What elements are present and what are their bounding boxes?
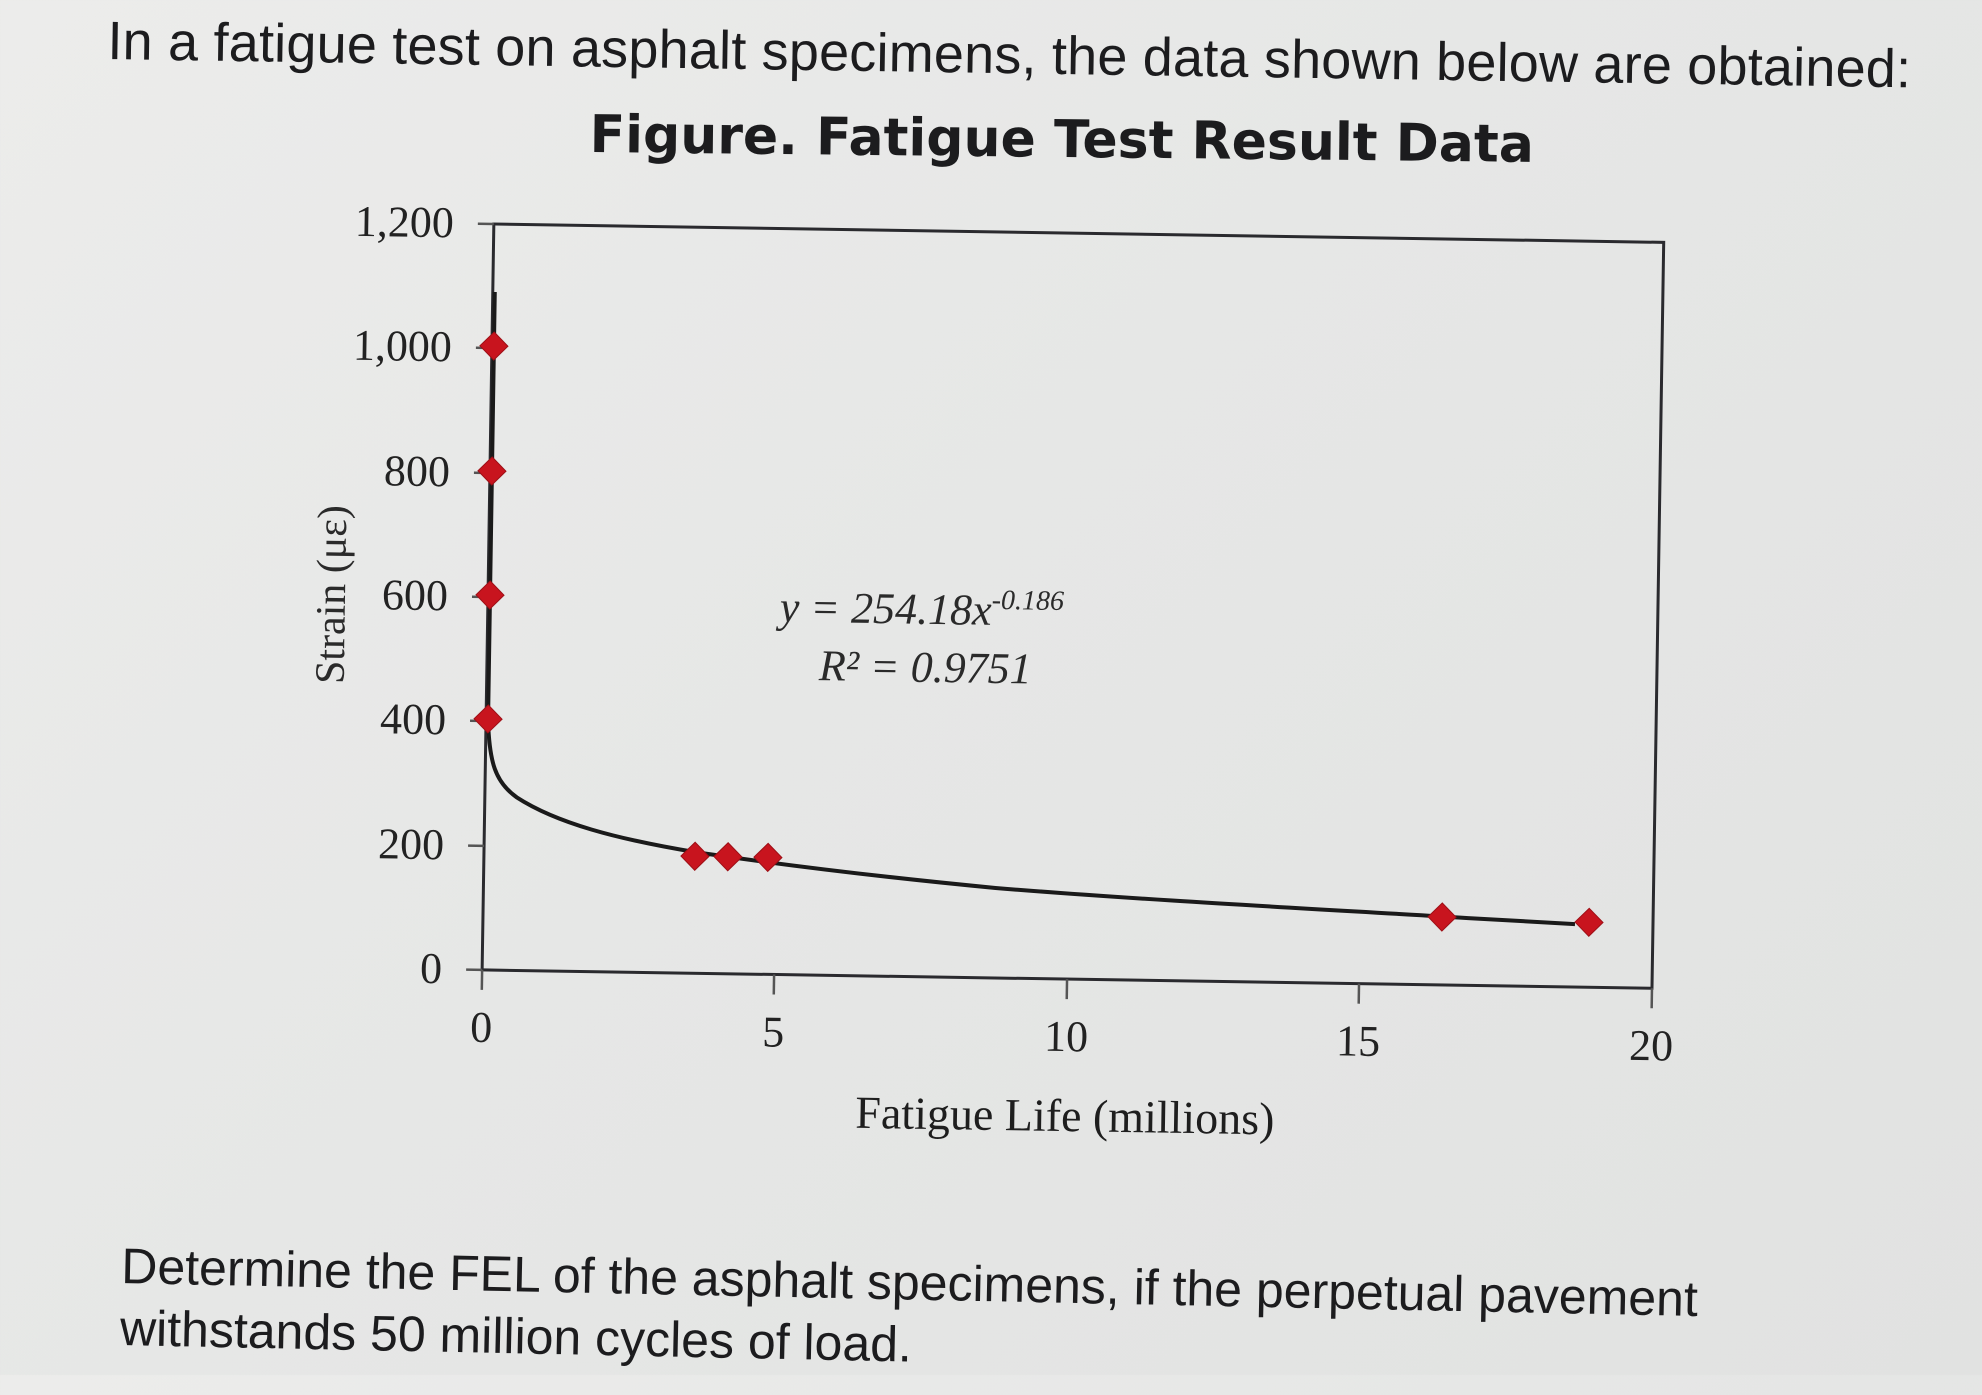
x-tick-label: 15 — [1336, 1016, 1381, 1066]
x-axis-label: Fatigue Life (millions) — [855, 1087, 1275, 1145]
y-axis-label: Strain (με) — [308, 505, 357, 685]
y-tick-label: 1,200 — [354, 197, 454, 248]
y-tick-label: 800 — [384, 446, 451, 496]
data-point-diamond — [1575, 908, 1603, 936]
y-tick-label: 0 — [420, 944, 443, 993]
y-tick-label: 200 — [378, 819, 445, 869]
equation-base: y = 254.18x — [775, 582, 992, 634]
x-tick-label: 5 — [762, 1007, 785, 1056]
x-tick-label: 0 — [470, 1003, 493, 1052]
y-tick-label: 400 — [380, 694, 447, 744]
x-axis — [482, 970, 1652, 1008]
r-squared-label: R² = 0.9751 — [818, 641, 1033, 693]
data-point-diamond — [474, 705, 502, 733]
equation-exponent: -0.186 — [991, 585, 1064, 617]
x-tick-label: 20 — [1629, 1021, 1674, 1071]
data-point-diamond — [754, 843, 782, 871]
data-point-diamond — [478, 457, 506, 485]
data-point-diamond — [476, 581, 504, 609]
data-point-diamond — [714, 843, 742, 871]
y-tick-label: 600 — [382, 570, 449, 620]
data-point-diamond — [1428, 903, 1456, 931]
data-point-diamond — [681, 842, 709, 870]
y-tick-label: 1,000 — [353, 321, 453, 372]
data-point-diamond — [480, 332, 508, 360]
trendline-equation: y = 254.18x-0.186 — [775, 581, 1064, 636]
x-tick-label: 10 — [1044, 1012, 1089, 1062]
data-points — [471, 332, 1612, 937]
plot-area — [482, 224, 1664, 988]
